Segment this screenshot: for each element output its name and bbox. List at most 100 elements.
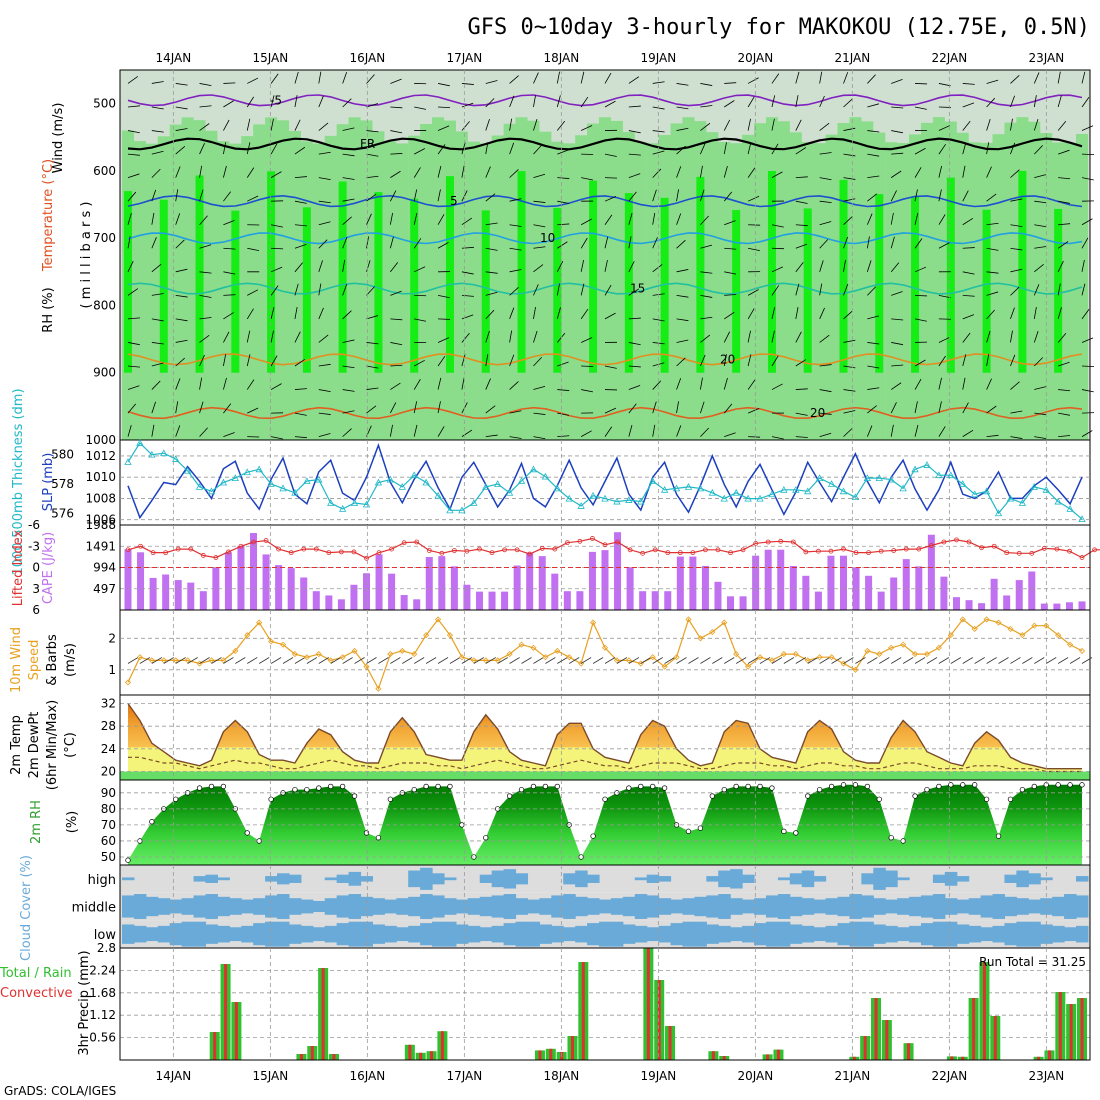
precip-conv-bar <box>950 1056 953 1060</box>
cape-bar <box>137 552 144 610</box>
slp-tick: 1008 <box>85 491 116 505</box>
precip-conv-label: Convective <box>0 986 73 1001</box>
cloud-cell <box>361 922 374 947</box>
wind-tick: 2 <box>108 631 116 645</box>
rh-point <box>1008 797 1013 802</box>
rh2m-label-a: 2m RH <box>29 800 44 844</box>
rh-mid-shading <box>885 142 897 440</box>
day-label-23jan: 23JAN <box>1028 51 1064 65</box>
rh-point <box>591 834 596 839</box>
cape-bar <box>363 573 370 610</box>
cloud-cell <box>945 898 958 915</box>
cloud-cell <box>838 897 851 916</box>
rh-bright-shading <box>124 191 132 373</box>
cloud-cell <box>694 922 707 947</box>
cloud-cell <box>1040 924 1053 943</box>
cloud-cell <box>468 898 481 915</box>
cape-bar <box>865 576 872 610</box>
rh-bright-shading <box>231 211 239 373</box>
cape-bar <box>1041 604 1048 610</box>
cloud-cell <box>456 900 469 914</box>
temp-tick: 32 <box>101 697 116 711</box>
cloud-cell <box>480 927 493 941</box>
rh-bright-shading <box>947 178 955 373</box>
cape-bar <box>727 596 734 610</box>
precip-conv-bar <box>994 1016 997 1060</box>
cloud-cell <box>265 922 278 947</box>
cloud-cell <box>301 900 314 914</box>
cloud-cell <box>1028 900 1041 914</box>
rh-mid-shading <box>1076 134 1088 440</box>
cloud-cell <box>861 895 874 917</box>
cloud-cell <box>957 924 970 943</box>
rh-point <box>710 794 715 799</box>
rh-bright-shading <box>1054 209 1062 373</box>
cloud-cell <box>861 922 874 947</box>
wind-tick: 1 <box>108 663 116 677</box>
precip-conv-bar <box>766 1054 769 1060</box>
day-label-18jan: 18JAN <box>543 51 579 65</box>
pressure-tick: 600 <box>93 164 116 178</box>
rh-mid-shading <box>504 124 516 440</box>
cloud-cell <box>456 924 469 943</box>
precip-conv-bar <box>983 962 986 1060</box>
cloud-cell <box>635 894 648 919</box>
temp-tick: 28 <box>101 719 116 733</box>
slp-tick: 1012 <box>85 449 116 463</box>
cape-bar <box>1066 602 1073 610</box>
rh-mid-shading <box>706 132 718 440</box>
cloud-cell <box>1052 897 1065 916</box>
precip-conv-bar <box>300 1054 303 1060</box>
cloud-cell <box>1028 873 1041 884</box>
rh-tick: 70 <box>101 818 116 832</box>
rh-point <box>293 787 298 792</box>
temp2m-label-d: (°C) <box>63 732 78 758</box>
cloud-cell <box>861 873 874 884</box>
rh-mid-shading <box>468 142 480 440</box>
cloud-cell <box>754 923 767 945</box>
cloud-cell <box>253 923 265 945</box>
li-tick: -6 <box>28 518 40 532</box>
rh-point <box>746 784 751 789</box>
rh-bright-shading <box>339 182 347 373</box>
cloud-cell <box>361 897 374 916</box>
cloud-cell <box>671 900 684 914</box>
precip-tick: 1.12 <box>89 1008 116 1022</box>
cloud-cell <box>337 875 350 883</box>
day-label-19jan: 19JAN <box>640 51 676 65</box>
footer-credit: GrADS: COLA/IGES <box>4 1084 116 1098</box>
cloud-cell <box>516 873 529 884</box>
rh-mid-shading <box>933 117 945 440</box>
cloud-cell <box>742 900 755 914</box>
rh-mid-shading <box>861 121 873 440</box>
cloud-cell <box>969 898 982 915</box>
cape-tick: 1988 <box>85 518 116 532</box>
cloud-cell <box>945 922 958 947</box>
rh-point <box>388 797 393 802</box>
cloud-cell <box>539 924 552 943</box>
cloud-cell <box>909 926 922 943</box>
day-label-bottom-19jan: 19JAN <box>640 1069 676 1083</box>
cloud-cell <box>611 922 624 947</box>
cape-bar <box>1079 601 1086 610</box>
cloud-cell <box>814 927 827 941</box>
rh-bright-shading <box>482 210 490 372</box>
cloud-cell <box>718 871 731 888</box>
cloud-cell <box>492 895 505 917</box>
cloud-cell <box>718 894 731 919</box>
cloud-cell <box>993 926 1006 943</box>
rh-mid-shading <box>146 144 158 440</box>
rh-point <box>984 797 989 802</box>
rh-bright-shading <box>589 181 597 373</box>
rh-mid-shading <box>647 143 659 440</box>
rh-point <box>1068 783 1073 788</box>
cape-bar <box>677 557 684 610</box>
cape-bar <box>564 591 571 610</box>
cape-bar <box>740 596 747 610</box>
cloud-axis-label: Cloud Cover (%) <box>19 855 34 961</box>
rh-point <box>841 783 846 788</box>
rh-point <box>1020 787 1025 792</box>
cloud-cell <box>873 924 886 943</box>
rh-point <box>209 784 214 789</box>
cloud-cell <box>122 877 135 880</box>
